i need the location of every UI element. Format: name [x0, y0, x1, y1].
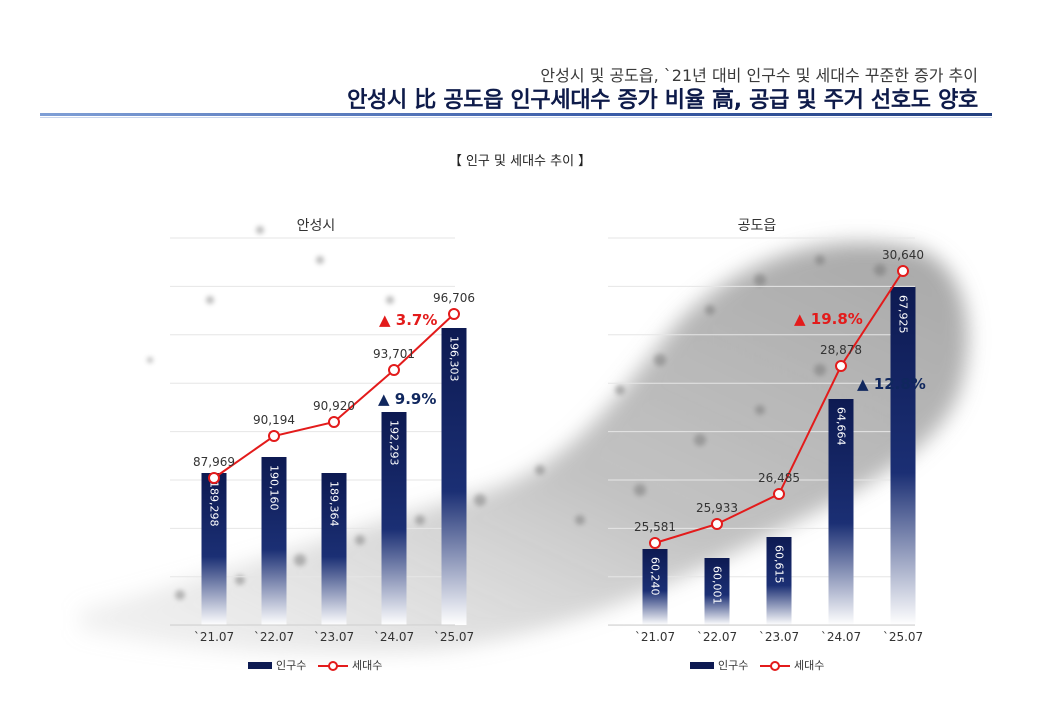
bar: [828, 399, 854, 625]
line-point: [649, 537, 661, 549]
bar: [261, 457, 287, 625]
bar: [642, 549, 668, 625]
legend-label-population: 인구수: [718, 659, 748, 672]
line-value-label: 87,969: [193, 455, 235, 469]
bar: [321, 473, 347, 625]
legend-line-marker: [328, 661, 338, 671]
legend-bar-swatch: [690, 662, 714, 669]
line-point: [835, 360, 847, 372]
line-point: [208, 472, 220, 484]
title-divider-shadow: [40, 117, 992, 118]
bar-value-label: 189,298: [208, 481, 221, 527]
line-point: [897, 265, 909, 277]
bar: [201, 473, 227, 625]
line-point: [448, 308, 460, 320]
bar-value-label: 67,925: [897, 295, 910, 334]
x-tick-label: `23.07: [314, 630, 354, 644]
bar-value-label: 196,303: [448, 336, 461, 382]
growth-annotation: ▲ 19.8%: [794, 310, 863, 328]
x-tick-label: `25.07: [883, 630, 923, 644]
bar-value-label: 192,293: [388, 420, 401, 466]
bar: [890, 287, 916, 625]
line-value-label: 25,933: [696, 501, 738, 515]
legend-bar-swatch: [248, 662, 272, 669]
line-value-label: 93,701: [373, 347, 415, 361]
x-tick-label: `24.07: [374, 630, 414, 644]
bar-value-label: 190,160: [268, 465, 281, 511]
bar-value-label: 60,615: [773, 545, 786, 584]
bar-value-label: 60,001: [711, 566, 724, 605]
x-tick-label: `25.07: [434, 630, 474, 644]
line-series: [654, 270, 904, 544]
bar: [381, 412, 407, 625]
x-tick-label: `23.07: [759, 630, 799, 644]
growth-annotation: ▲ 3.7%: [379, 311, 437, 329]
line-value-label: 96,706: [433, 291, 475, 305]
page-title: 안성시 比 공도읍 인구세대수 증가 비율 高, 공급 및 주거 선호도 양호: [347, 88, 978, 113]
bar: [704, 558, 730, 625]
title-divider: [40, 113, 992, 116]
line-point: [711, 518, 723, 530]
page-subtitle: 안성시 및 공도읍, `21년 대비 인구수 및 세대수 꾸준한 증가 추이: [540, 66, 978, 85]
legend-label-population: 인구수: [276, 659, 306, 672]
bar: [766, 537, 792, 625]
growth-annotation: ▲ 12.8%: [857, 375, 926, 393]
x-tick-label: `21.07: [194, 630, 234, 644]
bar: [441, 328, 467, 625]
growth-annotation: ▲ 9.9%: [378, 390, 436, 408]
legend-label-households: 세대수: [794, 659, 824, 672]
x-tick-label: `21.07: [635, 630, 675, 644]
line-point: [388, 364, 400, 376]
x-tick-label: `22.07: [697, 630, 737, 644]
line-value-label: 30,640: [882, 248, 924, 262]
chart-caption: 【 인구 및 세대수 추이 】: [448, 154, 592, 169]
chart-title: 공도읍: [738, 218, 777, 234]
x-tick-label: `24.07: [821, 630, 861, 644]
chart-title: 안성시: [297, 218, 336, 234]
line-value-label: 90,920: [313, 399, 355, 413]
line-value-label: 26,485: [758, 471, 800, 485]
line-point: [773, 488, 785, 500]
x-tick-label: `22.07: [254, 630, 294, 644]
legend-line-marker: [770, 661, 780, 671]
line-value-label: 90,194: [253, 413, 295, 427]
line-point: [268, 430, 280, 442]
bar-value-label: 64,664: [835, 407, 848, 446]
bar-value-label: 189,364: [328, 481, 341, 527]
line-value-label: 25,581: [634, 520, 676, 534]
line-point: [328, 416, 340, 428]
line-value-label: 28,878: [820, 343, 862, 357]
bar-value-label: 60,240: [649, 557, 662, 596]
legend-label-households: 세대수: [352, 659, 382, 672]
